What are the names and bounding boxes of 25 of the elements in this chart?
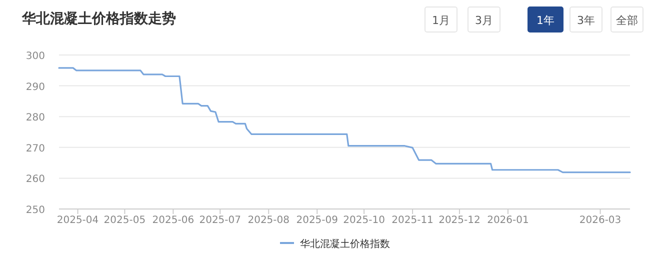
title: 华北混凝土价格指数走势 bbox=[22, 11, 176, 27]
button: 1月 bbox=[424, 6, 458, 32]
x-tick-label: 2025-08 bbox=[248, 215, 290, 226]
x-tick-label: 2025-12 bbox=[438, 215, 480, 226]
button: 3年 bbox=[570, 6, 602, 32]
x-tick-label: 2025-04 bbox=[56, 215, 99, 226]
y-tick-label: 280 bbox=[26, 112, 45, 124]
x-tick-label: 2025-10 bbox=[343, 215, 385, 226]
x-tick-label: 2025-11 bbox=[392, 215, 434, 226]
y-tick-label: 260 bbox=[26, 174, 45, 186]
x-tick-label: 2025-09 bbox=[296, 215, 338, 226]
x-tick-label: 2025-05 bbox=[104, 215, 146, 226]
x-tick-label: 2025-07 bbox=[199, 215, 242, 226]
button: 全部 bbox=[610, 6, 644, 32]
y-tick-label: 290 bbox=[26, 82, 45, 93]
x-tick-label: 2026-03 bbox=[579, 215, 622, 226]
y-tick-label: 270 bbox=[26, 143, 45, 154]
legend-item: 华北混凝土价格指数 bbox=[280, 239, 390, 250]
y-tick-label: 300 bbox=[26, 51, 45, 62]
y-tick-label: 250 bbox=[26, 205, 45, 216]
button: 1年 bbox=[528, 6, 564, 32]
legend-label: 华北混凝土价格指数 bbox=[300, 238, 390, 250]
x-tick-label: 2026-01 bbox=[487, 215, 529, 226]
x-tick-label: 2025-06 bbox=[152, 215, 194, 226]
button: 3月 bbox=[468, 6, 500, 32]
